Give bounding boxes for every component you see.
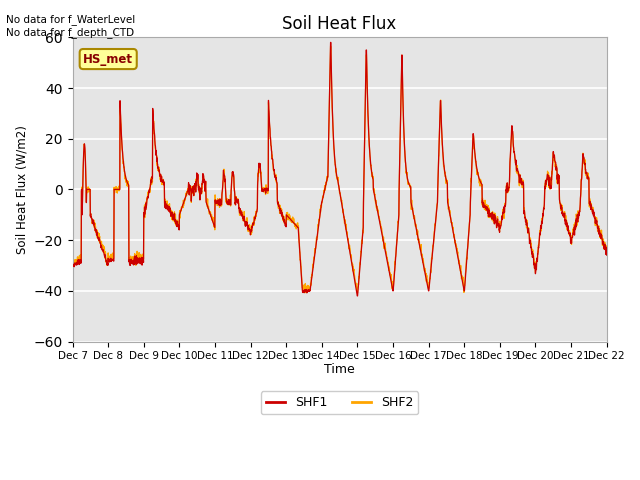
- Title: Soil Heat Flux: Soil Heat Flux: [282, 15, 397, 33]
- Text: HS_met: HS_met: [83, 52, 133, 66]
- Text: No data for f_WaterLevel
No data for f_depth_CTD: No data for f_WaterLevel No data for f_d…: [6, 14, 136, 38]
- X-axis label: Time: Time: [324, 363, 355, 376]
- Y-axis label: Soil Heat Flux (W/m2): Soil Heat Flux (W/m2): [15, 125, 28, 254]
- Legend: SHF1, SHF2: SHF1, SHF2: [261, 391, 418, 414]
